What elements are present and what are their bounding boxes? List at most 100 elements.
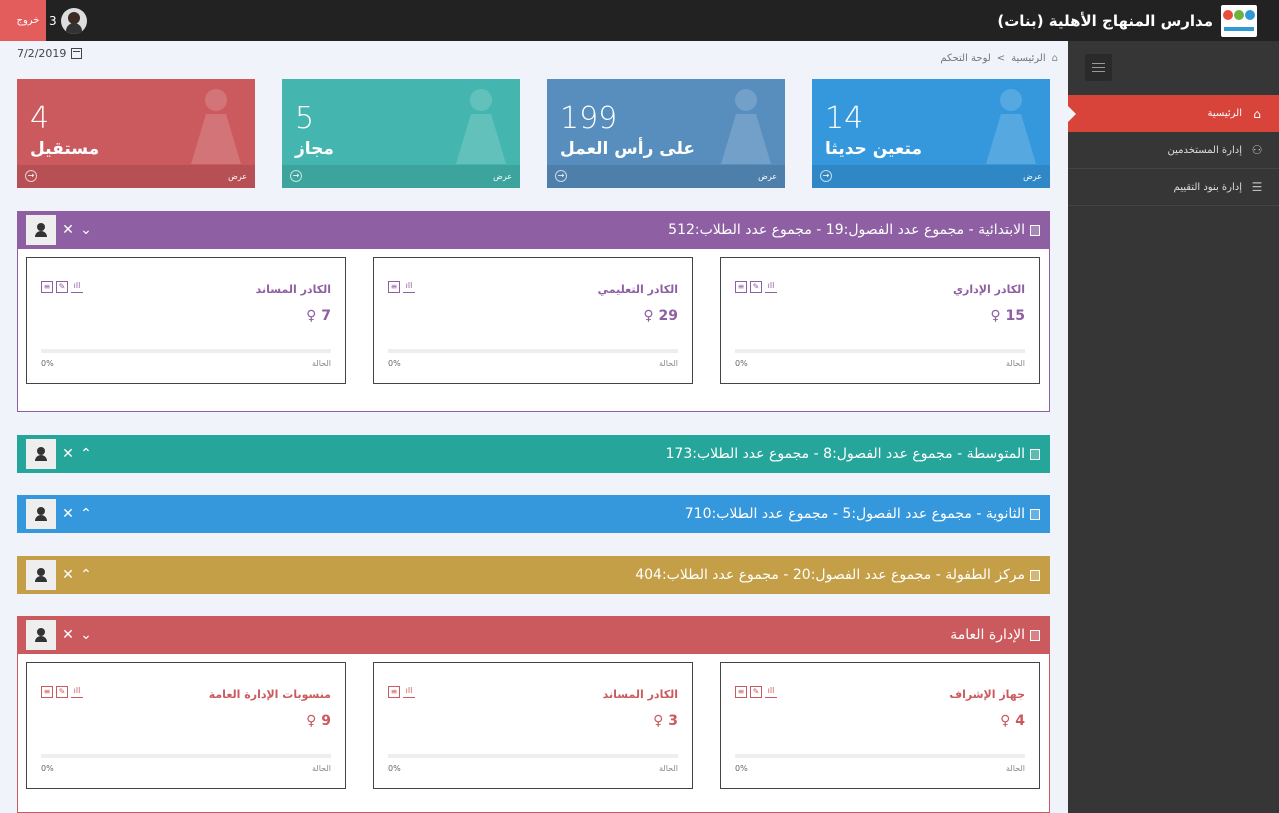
tile-view-link[interactable]: عرض <box>758 172 777 181</box>
stat-tile-resigned[interactable]: 4 مستقيل عرض → <box>17 79 255 188</box>
card-title: الكادر المساند <box>255 283 331 296</box>
sidebar-item-home[interactable]: الرئيسية ⌂ <box>1068 95 1279 132</box>
card-actions: ≡ ıll <box>388 281 415 293</box>
female-person-icon <box>452 89 510 164</box>
calendar-icon <box>71 48 83 59</box>
tile-footer[interactable]: عرض → <box>282 165 520 188</box>
edit-icon[interactable]: ✎ <box>56 686 68 698</box>
document-icon[interactable]: ≡ <box>388 281 400 293</box>
tile-footer[interactable]: عرض → <box>812 165 1050 188</box>
edit-icon[interactable]: ✎ <box>750 686 762 698</box>
close-icon[interactable]: ✕ <box>62 627 74 643</box>
progress-bar <box>735 754 1025 758</box>
home-icon: ⌂ <box>1253 106 1261 121</box>
brand[interactable]: مدارس المنهاج الأهلية (بنات) <box>997 0 1279 41</box>
edit-icon[interactable]: ✎ <box>750 281 762 293</box>
female-person-icon <box>187 89 245 164</box>
stat-tile-active[interactable]: 199 على رأس العمل عرض → <box>547 79 785 188</box>
female-icon: ♀ <box>1000 713 1011 729</box>
chevron-down-icon[interactable]: ⌄ <box>80 627 92 643</box>
bar-chart-icon[interactable]: ıll <box>71 281 83 293</box>
bar-chart-icon[interactable]: ıll <box>765 686 777 698</box>
panel-header: ✕ ⌃ الثانوية - مجموع عدد الفصول:5 - مجمو… <box>17 495 1050 533</box>
tile-value: 199 <box>560 101 618 136</box>
home-icon: ⌂ <box>1051 53 1058 64</box>
bar-chart-icon[interactable]: ıll <box>403 686 415 698</box>
tile-value: 4 <box>30 101 50 136</box>
progress-bar <box>41 754 331 758</box>
bar-chart-icon[interactable]: ıll <box>765 281 777 293</box>
chevron-up-icon[interactable]: ⌃ <box>80 506 92 522</box>
bar-chart-icon[interactable]: ıll <box>403 281 415 293</box>
progress-bar <box>735 349 1025 353</box>
breadcrumb-home-link[interactable]: الرئيسية <box>1011 53 1046 64</box>
stat-tile-new-hires[interactable]: 14 متعين حديثا عرض → <box>812 79 1050 188</box>
card-actions: ≡ ✎ ıll <box>41 281 83 293</box>
progress-bar <box>388 754 678 758</box>
tile-view-link[interactable]: عرض <box>1023 172 1042 181</box>
panel-tools: ✕ ⌄ <box>17 211 92 249</box>
staff-card: الكادر المساند 7 ♀ ≡ ✎ ıll الحالة 0% <box>26 257 346 384</box>
stat-tile-on-leave[interactable]: 5 مجاز عرض → <box>282 79 520 188</box>
tile-view-link[interactable]: عرض <box>228 172 247 181</box>
status-label: الحالة <box>1006 764 1025 773</box>
staff-card: الكادر التعليمي 29 ♀ ≡ ıll الحالة 0% <box>373 257 693 384</box>
user-button[interactable] <box>26 215 56 245</box>
female-icon: ♀ <box>990 308 1001 324</box>
top-bar: خروج 3 مدارس المنهاج الأهلية (بنات) <box>0 0 1279 41</box>
status-percent: 0% <box>41 764 54 773</box>
tile-label: على رأس العمل <box>560 139 696 159</box>
panel-body: الكادر الإداري 15 ♀ ≡ ✎ ıll الحالة 0% الكا… <box>17 249 1050 412</box>
status-percent: 0% <box>388 764 401 773</box>
document-icon[interactable]: ≡ <box>735 281 747 293</box>
status-label: الحالة <box>659 359 678 368</box>
card-title: الكادر المساند <box>602 688 678 701</box>
document-icon[interactable]: ≡ <box>41 686 53 698</box>
chevron-up-icon[interactable]: ⌃ <box>80 446 92 462</box>
user-button[interactable] <box>26 620 56 650</box>
chevron-down-icon[interactable]: ⌄ <box>80 222 92 238</box>
panel-title: الإدارة العامة <box>950 627 1040 643</box>
panel-header: ✕ ⌃ مركز الطفولة - مجموع عدد الفصول:20 -… <box>17 556 1050 594</box>
card-count: 7 ♀ <box>306 308 331 324</box>
panel-middle: ✕ ⌃ المتوسطة - مجموع عدد الفصول:8 - مجمو… <box>17 435 1050 473</box>
sidebar-item-users[interactable]: إدارة المستخدمين ⚇ <box>1068 132 1279 169</box>
panel-primary: ✕ ⌄ الابتدائية - مجموع عدد الفصول:19 - م… <box>17 211 1050 412</box>
close-icon[interactable]: ✕ <box>62 446 74 462</box>
card-actions: ≡ ✎ ıll <box>735 686 777 698</box>
panel-title-text: الابتدائية - مجموع عدد الفصول:19 - مجموع… <box>668 222 1025 238</box>
edit-icon[interactable]: ✎ <box>56 281 68 293</box>
panel-title-text: الثانوية - مجموع عدد الفصول:5 - مجموع عد… <box>684 506 1025 522</box>
sidebar-item-evaluation[interactable]: إدارة بنود التقييم ☰ <box>1068 169 1279 206</box>
panel-tools: ✕ ⌃ <box>17 435 92 473</box>
tile-footer[interactable]: عرض → <box>547 165 785 188</box>
tile-value: 5 <box>295 101 315 136</box>
status-label: الحالة <box>312 359 331 368</box>
document-icon[interactable]: ≡ <box>388 686 400 698</box>
document-icon[interactable]: ≡ <box>735 686 747 698</box>
status-label: الحالة <box>312 764 331 773</box>
card-title: منسوبات الإدارة العامة <box>208 688 331 701</box>
female-icon: ♀ <box>653 713 664 729</box>
close-icon[interactable]: ✕ <box>62 506 74 522</box>
document-icon[interactable]: ≡ <box>41 281 53 293</box>
chevron-up-icon[interactable]: ⌃ <box>80 567 92 583</box>
sidebar-toggle-button[interactable] <box>1085 54 1112 81</box>
bar-chart-icon[interactable]: ıll <box>71 686 83 698</box>
breadcrumb: ⌂ الرئيسية > لوحة التحكم <box>940 53 1058 64</box>
user-button[interactable] <box>26 439 56 469</box>
logout-button[interactable]: خروج <box>0 0 46 41</box>
breadcrumb-current: لوحة التحكم <box>940 53 991 64</box>
close-icon[interactable]: ✕ <box>62 567 74 583</box>
avatar[interactable] <box>60 7 87 34</box>
user-button[interactable] <box>26 560 56 590</box>
user-button[interactable] <box>26 499 56 529</box>
building-icon <box>1030 629 1040 641</box>
date-text: 7/2/2019 <box>17 47 67 60</box>
panel-title: المتوسطة - مجموع عدد الفصول:8 - مجموع عد… <box>666 446 1040 462</box>
tile-view-link[interactable]: عرض <box>493 172 512 181</box>
tile-footer[interactable]: عرض → <box>17 165 255 188</box>
close-icon[interactable]: ✕ <box>62 222 74 238</box>
arrow-circle-icon: → <box>290 170 302 182</box>
panel-header: ✕ ⌃ المتوسطة - مجموع عدد الفصول:8 - مجمو… <box>17 435 1050 473</box>
